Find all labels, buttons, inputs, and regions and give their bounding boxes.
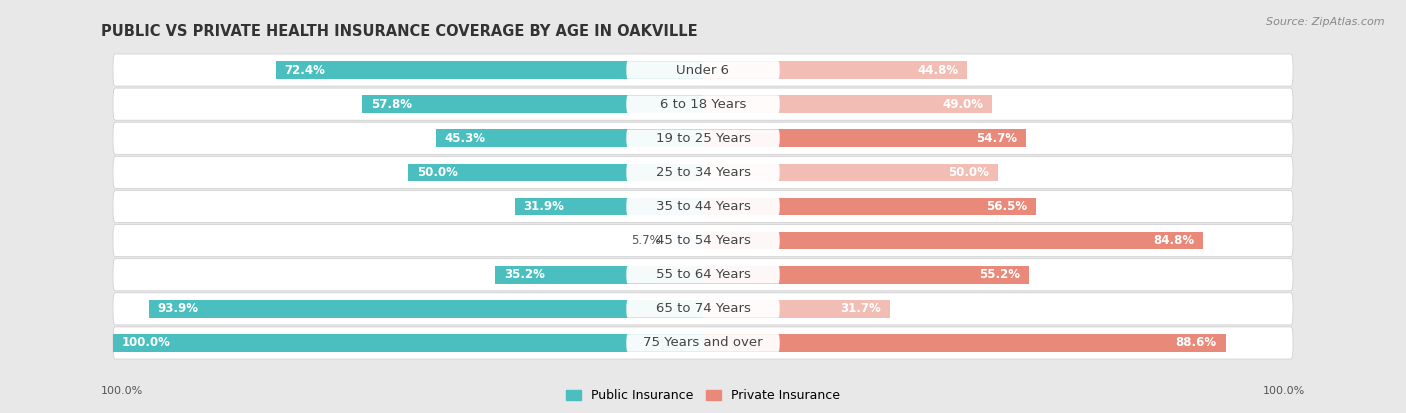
Text: 65 to 74 Years: 65 to 74 Years xyxy=(655,302,751,316)
FancyBboxPatch shape xyxy=(626,334,780,352)
FancyBboxPatch shape xyxy=(112,157,1294,188)
FancyBboxPatch shape xyxy=(112,293,1294,325)
FancyBboxPatch shape xyxy=(626,266,780,284)
FancyBboxPatch shape xyxy=(112,259,1294,291)
Text: 100.0%: 100.0% xyxy=(101,387,143,396)
Text: 50.0%: 50.0% xyxy=(948,166,990,179)
Text: 35.2%: 35.2% xyxy=(505,268,546,281)
Text: 45.3%: 45.3% xyxy=(444,132,485,145)
Text: 31.7%: 31.7% xyxy=(841,302,882,316)
Text: 55 to 64 Years: 55 to 64 Years xyxy=(655,268,751,281)
Bar xyxy=(703,164,998,181)
Bar xyxy=(276,61,703,79)
Bar xyxy=(495,266,703,284)
Text: 100.0%: 100.0% xyxy=(122,337,170,349)
Bar xyxy=(361,95,703,113)
Text: 75 Years and over: 75 Years and over xyxy=(643,337,763,349)
Text: 93.9%: 93.9% xyxy=(157,302,198,316)
Text: 84.8%: 84.8% xyxy=(1153,234,1195,247)
FancyBboxPatch shape xyxy=(626,164,780,181)
Text: 35 to 44 Years: 35 to 44 Years xyxy=(655,200,751,213)
FancyBboxPatch shape xyxy=(626,198,780,215)
Legend: Public Insurance, Private Insurance: Public Insurance, Private Insurance xyxy=(561,385,845,407)
Bar xyxy=(703,266,1029,284)
Bar xyxy=(703,129,1026,147)
Text: 56.5%: 56.5% xyxy=(987,200,1028,213)
FancyBboxPatch shape xyxy=(112,54,1294,86)
Text: 50.0%: 50.0% xyxy=(416,166,458,179)
Text: 6 to 18 Years: 6 to 18 Years xyxy=(659,97,747,111)
Text: 54.7%: 54.7% xyxy=(976,132,1017,145)
Text: 72.4%: 72.4% xyxy=(284,64,326,76)
FancyBboxPatch shape xyxy=(626,95,780,113)
FancyBboxPatch shape xyxy=(112,190,1294,223)
Text: 49.0%: 49.0% xyxy=(942,97,983,111)
Text: PUBLIC VS PRIVATE HEALTH INSURANCE COVERAGE BY AGE IN OAKVILLE: PUBLIC VS PRIVATE HEALTH INSURANCE COVER… xyxy=(101,24,697,39)
Text: 25 to 34 Years: 25 to 34 Years xyxy=(655,166,751,179)
Bar xyxy=(408,164,703,181)
Text: 19 to 25 Years: 19 to 25 Years xyxy=(655,132,751,145)
Bar xyxy=(703,198,1036,215)
Bar xyxy=(703,95,993,113)
Text: 55.2%: 55.2% xyxy=(979,268,1019,281)
Bar xyxy=(703,300,890,318)
Bar xyxy=(703,61,967,79)
Bar xyxy=(703,334,1226,352)
Text: 31.9%: 31.9% xyxy=(523,200,565,213)
FancyBboxPatch shape xyxy=(626,300,780,318)
Text: 44.8%: 44.8% xyxy=(917,64,959,76)
FancyBboxPatch shape xyxy=(112,327,1294,359)
Text: Source: ZipAtlas.com: Source: ZipAtlas.com xyxy=(1267,17,1385,26)
Bar xyxy=(112,334,703,352)
FancyBboxPatch shape xyxy=(626,232,780,249)
Bar xyxy=(669,232,703,249)
Text: 57.8%: 57.8% xyxy=(371,97,412,111)
Text: 88.6%: 88.6% xyxy=(1175,337,1216,349)
Text: 45 to 54 Years: 45 to 54 Years xyxy=(655,234,751,247)
FancyBboxPatch shape xyxy=(626,129,780,147)
Text: 100.0%: 100.0% xyxy=(1263,387,1305,396)
Bar xyxy=(436,129,703,147)
Text: Under 6: Under 6 xyxy=(676,64,730,76)
Bar xyxy=(515,198,703,215)
Bar xyxy=(703,232,1204,249)
FancyBboxPatch shape xyxy=(112,225,1294,256)
FancyBboxPatch shape xyxy=(112,88,1294,120)
Text: 5.7%: 5.7% xyxy=(631,234,661,247)
FancyBboxPatch shape xyxy=(626,61,780,79)
FancyBboxPatch shape xyxy=(112,122,1294,154)
Bar xyxy=(149,300,703,318)
